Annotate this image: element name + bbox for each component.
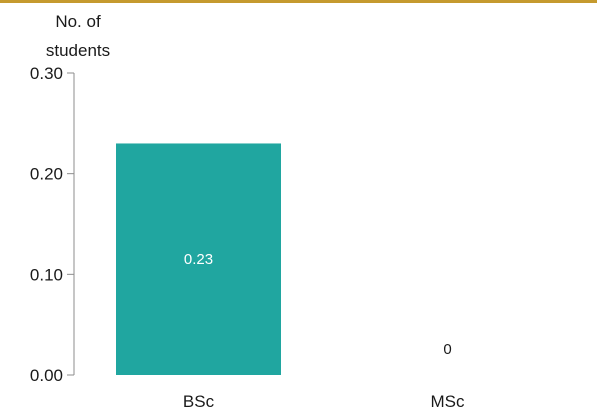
data-label-msc: 0 xyxy=(443,341,451,358)
y-axis-label-line-1: No. of xyxy=(55,12,101,31)
y-axis-label-line-2: students xyxy=(46,41,110,60)
y-tick-label: 0.30 xyxy=(30,64,63,83)
x-tick-label-msc: MSc xyxy=(431,392,466,411)
bar-bsc xyxy=(116,143,281,375)
y-tick-label: 0.10 xyxy=(30,265,63,284)
data-label-bsc: 0.23 xyxy=(184,251,213,268)
plot-area: 0.00 0.10 0.20 0.30 0.23 BSc 0 MSc xyxy=(30,64,465,411)
x-tick-label-bsc: BSc xyxy=(183,392,215,411)
y-tick-label: 0.00 xyxy=(30,366,63,385)
top-accent-rule xyxy=(0,0,597,3)
y-tick-label: 0.20 xyxy=(30,165,63,184)
